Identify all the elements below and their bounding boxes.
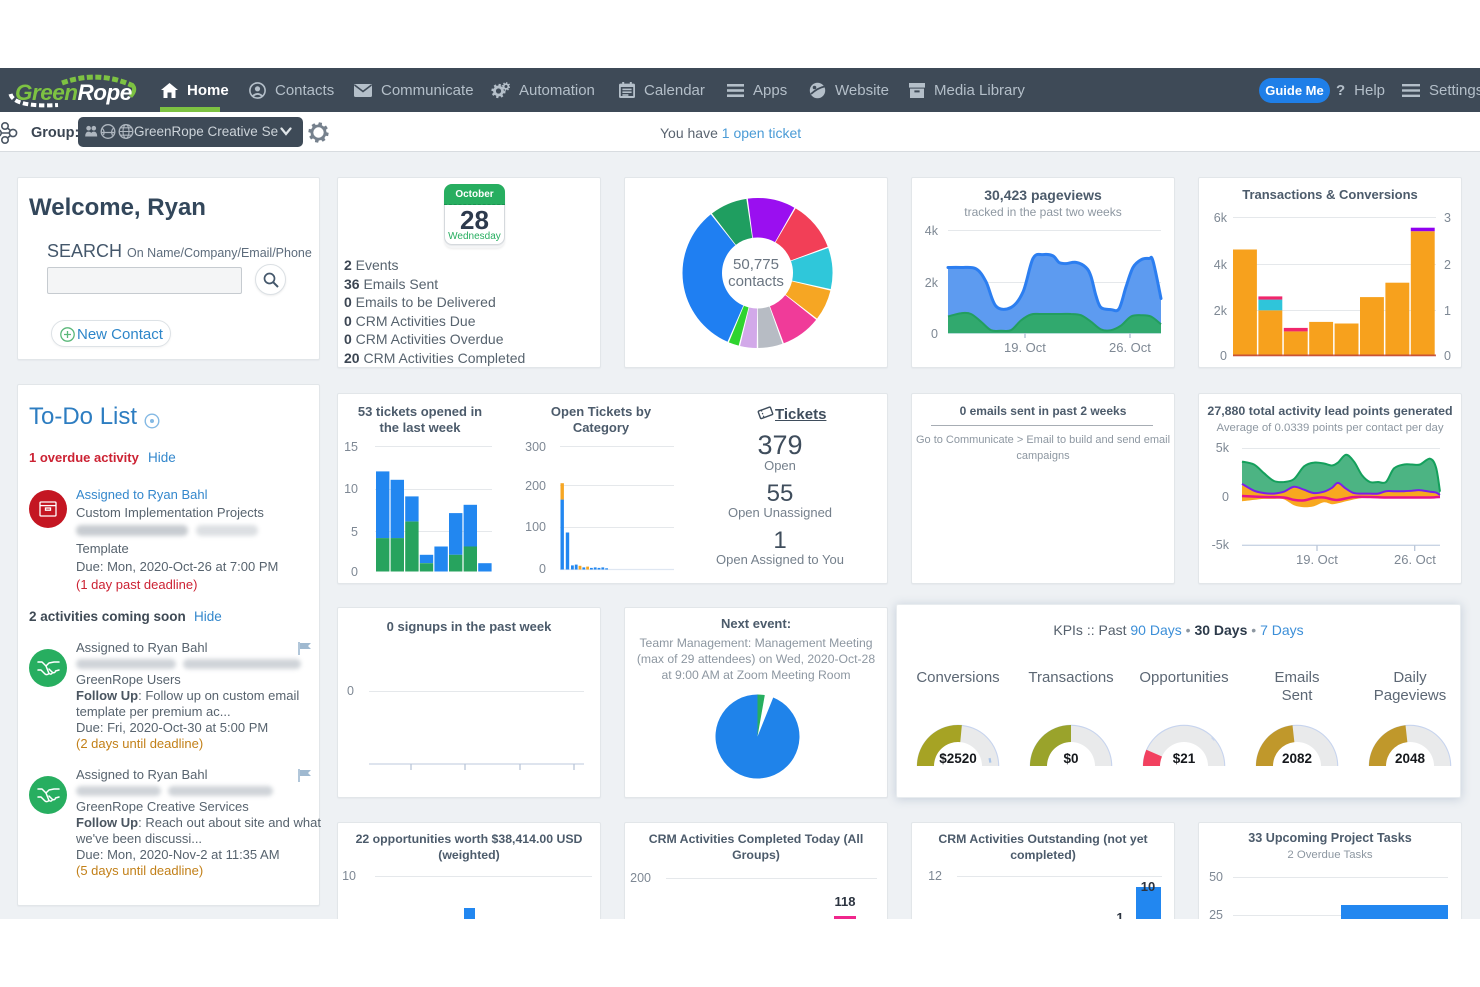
- svg-text:GreenRope: GreenRope: [15, 80, 132, 105]
